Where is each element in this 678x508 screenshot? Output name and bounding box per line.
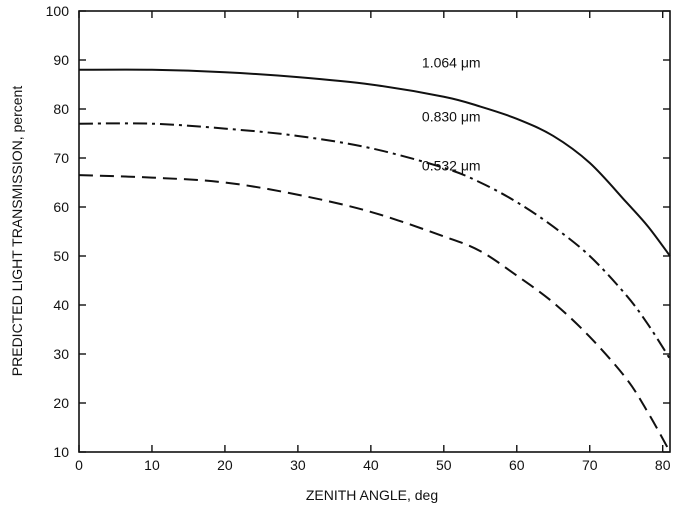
y-tick-label: 90 — [53, 52, 69, 68]
x-tick-label: 30 — [290, 457, 306, 473]
y-tick-label: 80 — [53, 101, 69, 117]
x-tick-label: 40 — [363, 457, 379, 473]
x-tick-label: 50 — [436, 457, 452, 473]
series-label: 0.830 μm — [422, 108, 481, 124]
x-tick-label: 0 — [75, 457, 83, 473]
y-tick-label: 10 — [53, 444, 69, 460]
series-line — [78, 68, 671, 257]
plot-frame — [78, 10, 671, 453]
x-tick-label: 10 — [144, 457, 160, 473]
x-tick-label: 60 — [509, 457, 525, 473]
x-tick-label: 80 — [655, 457, 671, 473]
y-tick-label: 30 — [53, 346, 69, 362]
x-tick-label: 20 — [217, 457, 233, 473]
x-tick-label: 70 — [582, 457, 598, 473]
y-axis: 10 20 30 40 50 60 70 80 90 100 — [46, 3, 670, 460]
x-axis: 0 10 20 30 40 50 60 70 80 — [75, 11, 671, 473]
y-tick-label: 60 — [53, 199, 69, 215]
y-tick-label: 50 — [53, 248, 69, 264]
series-label: 0.532 μm — [422, 157, 481, 173]
series-label: 1.064 μm — [422, 54, 481, 70]
series-line — [78, 174, 671, 453]
series-layer: 1.064 μm 0.830 μm 0.532 μm — [78, 54, 671, 453]
series-line — [78, 122, 671, 360]
y-tick-label: 40 — [53, 297, 69, 313]
y-tick-label: 70 — [53, 150, 69, 166]
y-tick-label: 100 — [46, 3, 70, 19]
y-axis-title: PREDICTED LIGHT TRANSMISSION, percent — [9, 86, 25, 377]
y-tick-label: 20 — [53, 395, 69, 411]
x-axis-title: ZENITH ANGLE, deg — [306, 487, 438, 503]
